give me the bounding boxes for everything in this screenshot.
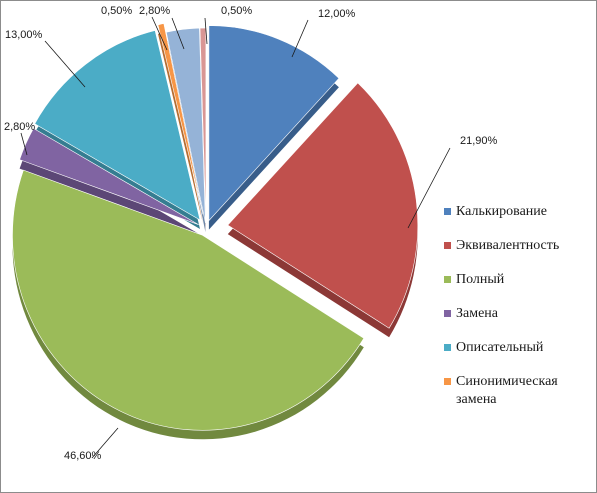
data-label: 0,50% bbox=[221, 5, 252, 17]
legend-label: замена bbox=[456, 392, 497, 407]
legend-item[interactable]: Синонимическая замена bbox=[444, 374, 558, 407]
leader-line bbox=[91, 427, 119, 459]
slice-эквивалентность[interactable] bbox=[227, 82, 419, 329]
legend-item[interactable]: Эквивалентность bbox=[444, 238, 559, 253]
leader-line bbox=[291, 19, 309, 58]
data-label: 13,00% bbox=[5, 29, 43, 41]
legend-swatch bbox=[444, 242, 451, 249]
slice-калькирование[interactable] bbox=[208, 25, 340, 222]
leader-line bbox=[151, 16, 168, 51]
data-labels: 12,00% 21,90% 46,60% 2,80% 13,00% 0,50% 2,80% 0… bbox=[4, 5, 498, 462]
legend-item[interactable]: Замена bbox=[444, 306, 499, 321]
data-label: 21,90% bbox=[460, 135, 498, 147]
legend-label: Описательный bbox=[456, 340, 544, 355]
slice-синонимическая-замена[interactable] bbox=[157, 23, 204, 215]
leader-line bbox=[204, 17, 208, 45]
legend-item[interactable]: Калькирование bbox=[444, 204, 547, 219]
legend-label: Эквивалентность bbox=[456, 238, 559, 253]
legend-swatch bbox=[444, 276, 451, 283]
pie-slices bbox=[12, 23, 419, 440]
leader-line bbox=[171, 17, 185, 50]
legend-label: Синонимическая bbox=[456, 374, 558, 389]
legend-swatch bbox=[444, 208, 451, 215]
legend-swatch bbox=[444, 378, 451, 385]
slice-замена[interactable] bbox=[19, 127, 199, 225]
data-label: 2,80% bbox=[4, 121, 35, 133]
legend-item[interactable]: Полный bbox=[444, 272, 505, 287]
data-label: 46,60% bbox=[64, 450, 102, 462]
legend-swatch bbox=[444, 344, 451, 351]
data-label: 12,00% bbox=[318, 8, 356, 20]
leader-line bbox=[20, 132, 28, 156]
slice-описательный[interactable] bbox=[34, 30, 201, 221]
data-label: 0,50% bbox=[101, 5, 132, 17]
legend-item[interactable]: Описательный bbox=[444, 340, 544, 355]
data-label: 2,80% bbox=[139, 5, 170, 17]
slice-полный[interactable] bbox=[12, 169, 365, 431]
leader-line bbox=[44, 40, 86, 88]
legend-label: Калькирование bbox=[456, 204, 547, 219]
legend-label: Замена bbox=[456, 306, 499, 321]
legend: Калькирование Эквивалентность Полный Замена… bbox=[444, 204, 559, 407]
leader-line bbox=[407, 147, 451, 229]
slice-slice-6[interactable] bbox=[165, 27, 206, 224]
slice-side-синонимическая-замена bbox=[158, 32, 203, 224]
legend-label: Полный bbox=[456, 272, 505, 287]
legend-swatch bbox=[444, 310, 451, 317]
